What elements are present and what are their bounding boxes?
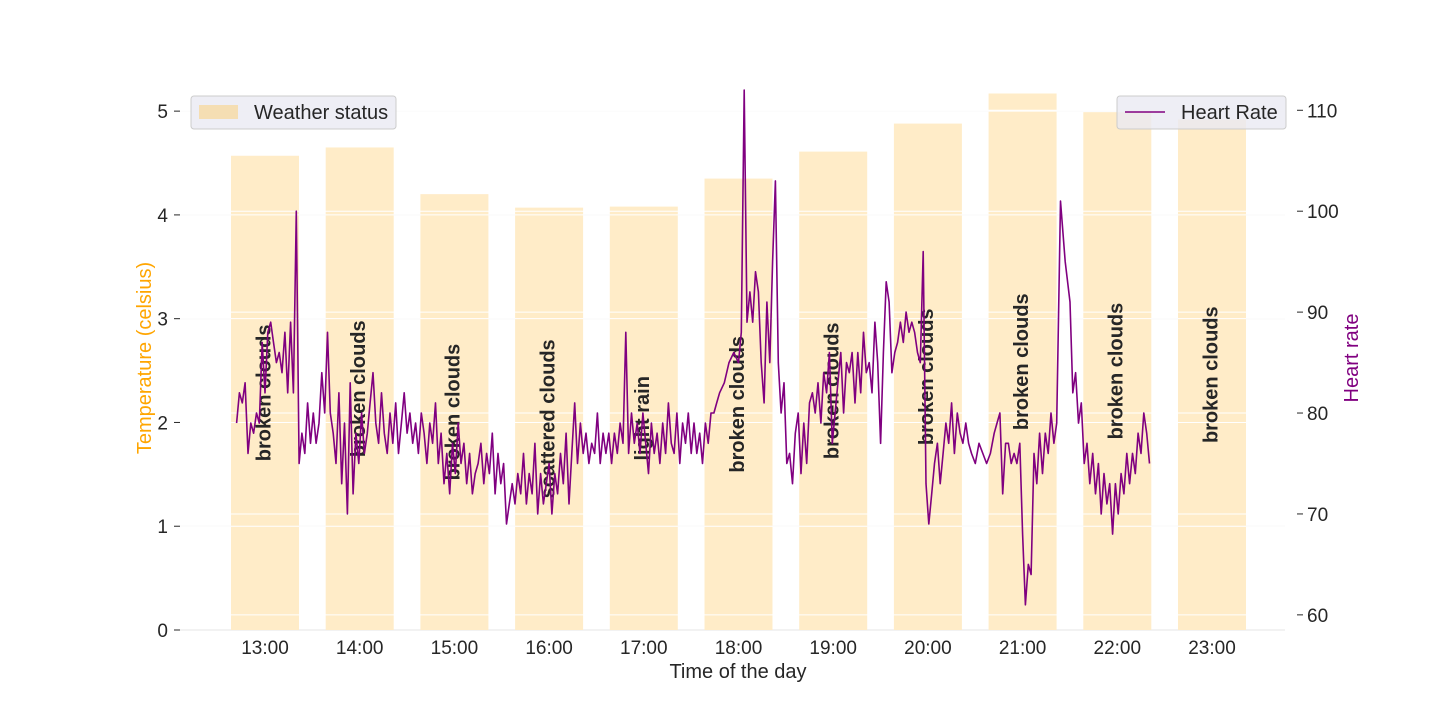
legend-heart-rate: Heart Rate (1116, 95, 1287, 130)
x-tick-label: 21:00 (999, 638, 1047, 659)
heart-rate-line (235, 89, 1151, 606)
weather-bar-label: broken clouds (727, 336, 749, 473)
x-tick-label: 16:00 (525, 638, 573, 659)
left-tick-label: 1 (157, 517, 168, 538)
weather-bar-label: broken clouds (821, 322, 843, 459)
legend-weather-label: Weather status (254, 102, 388, 124)
right-axis: 60 70 80 90 100 110 (1297, 101, 1339, 627)
weather-bar-label: broken clouds (916, 308, 938, 445)
x-tick-label: 14:00 (336, 638, 384, 659)
legend-weather-frame (190, 95, 397, 130)
weather-bar (515, 207, 584, 630)
weather-bar-label: broken clouds (1200, 306, 1222, 443)
weather-bar-labels: broken clouds broken clouds broken clouds s… (253, 293, 1222, 498)
weather-bars (180, 93, 1285, 631)
right-tick-label: 60 (1307, 606, 1328, 627)
left-tick-label: 0 (157, 621, 168, 642)
right-tick-label: 90 (1307, 303, 1328, 324)
weather-bar (420, 194, 489, 630)
right-axis-title: Heart rate (1341, 314, 1363, 403)
weather-bar-label: broken clouds (348, 320, 370, 457)
weather-bar (893, 123, 962, 631)
weather-bar-label: broken clouds (1106, 303, 1128, 440)
right-tick-label: 110 (1307, 101, 1337, 122)
left-axis: 0 1 2 3 4 5 (157, 102, 180, 642)
x-axis-title: Time of the day (669, 661, 806, 683)
x-tick-label: 23:00 (1188, 638, 1236, 659)
x-axis: 13:00 14:00 15:00 16:00 17:00 18:00 19:00 20:00… (241, 638, 1236, 659)
x-tick-label: 17:00 (620, 638, 668, 659)
legend-heart-label: Heart Rate (1181, 102, 1278, 124)
weather-bar-label: scattered clouds (537, 339, 559, 498)
x-tick-label: 18:00 (715, 638, 763, 659)
left-tick-label: 2 (157, 413, 168, 434)
weather-bar (1083, 112, 1152, 631)
x-tick-label: 22:00 (1094, 638, 1142, 659)
left-tick-label: 5 (157, 102, 168, 123)
left-axis-title: Temperature (celsius) (134, 262, 156, 454)
left-tick-label: 3 (157, 310, 168, 331)
right-tick-label: 80 (1307, 404, 1328, 425)
right-tick-label: 70 (1307, 505, 1328, 526)
legend-heart-frame (1116, 95, 1287, 130)
legend-weather-status: Weather status (190, 95, 397, 130)
weather-bar (325, 147, 394, 631)
legend-weather-swatch (199, 105, 238, 119)
x-tick-label: 13:00 (241, 638, 289, 659)
weather-bar-label: broken clouds (1011, 293, 1033, 430)
x-tick-label: 19:00 (809, 638, 857, 659)
left-tick-label: 4 (157, 206, 168, 227)
x-tick-label: 20:00 (904, 638, 952, 659)
x-tick-label: 15:00 (431, 638, 479, 659)
weather-bar (1178, 119, 1246, 630)
right-tick-label: 100 (1307, 202, 1339, 223)
